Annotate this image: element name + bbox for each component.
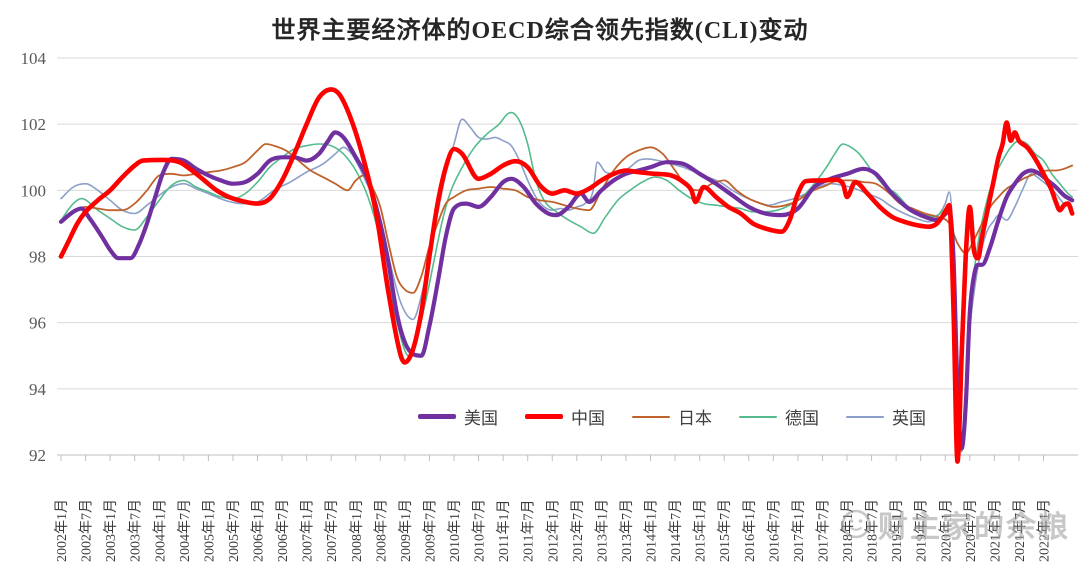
x-axis-label: 2009年7月 [422,499,438,562]
x-axis-label: 2003年7月 [128,499,144,562]
x-axis-label: 2022年1月 [1037,499,1053,562]
x-axis-label: 2020年1月 [938,499,954,562]
y-axis-label: 94 [29,380,47,399]
x-axis-label: 2010年7月 [472,499,488,562]
x-axis-label: 2002年7月 [79,499,95,562]
legend-item-uk: 英国 [846,404,926,429]
x-axis-label: 2011年1月 [496,500,512,562]
y-axis-label: 104 [21,49,47,68]
x-axis-label: 2019年1月 [889,499,905,562]
x-axis-label: 2017年1月 [791,499,807,562]
x-axis-label: 2013年7月 [619,499,635,562]
x-axis-label: 2021年1月 [987,499,1003,562]
x-axis-label: 2005年7月 [226,499,242,562]
x-axis-label: 2008年1月 [349,499,365,562]
x-axis-label: 2017年7月 [815,499,831,562]
legend-item-usa: 美国 [418,404,498,429]
x-axis-label: 2014年7月 [668,499,684,562]
x-axis-label: 2011年7月 [521,500,537,562]
series-line-china [58,87,1075,464]
x-axis-label: 2010年1月 [447,499,463,562]
x-axis-label: 2016年1月 [742,499,758,562]
x-axis-label: 2021年7月 [1012,499,1028,562]
x-axis-label: 2013年1月 [594,499,610,562]
x-axis-label: 2019年7月 [914,499,930,562]
x-axis-label: 2003年1月 [103,499,119,562]
series-line-usa [58,130,1075,451]
legend-swatch-uk [846,415,884,418]
x-axis-label: 2007年7月 [324,499,340,562]
y-axis-label: 92 [29,446,46,465]
x-axis-label: 2005年1月 [201,499,217,562]
y-axis-label: 100 [21,181,47,200]
x-axis-label: 2007年1月 [300,499,316,562]
legend-label-china: 中国 [571,409,605,428]
x-axis-label: 2006年7月 [275,499,291,562]
x-axis-label: 2015年1月 [693,499,709,562]
y-axis-label: 96 [29,314,46,333]
x-axis-label: 2012年1月 [545,499,561,562]
x-axis-label: 2020年7月 [963,499,979,562]
x-axis-label: 2012年7月 [570,499,586,562]
legend-item-japan: 日本 [632,404,712,429]
x-axis-label: 2015年7月 [717,499,733,562]
x-axis-label: 2004年1月 [152,499,168,562]
legend-item-germany: 德国 [739,404,819,429]
x-axis-label: 2018年1月 [840,499,856,562]
x-axis-label: 2004年7月 [177,499,193,562]
y-axis-label: 98 [29,248,46,267]
legend: 美国 中国 日本 德国 英国 [418,404,926,429]
legend-swatch-germany [739,415,777,418]
legend-swatch-usa [418,414,456,419]
legend-swatch-japan [632,415,670,418]
chart-title: 世界主要经济体的OECD综合领先指数(CLI)变动 [271,18,809,44]
x-axis-label: 2006年1月 [251,499,267,562]
x-axis-label: 2016年7月 [766,499,782,562]
legend-label-uk: 英国 [892,409,926,428]
y-axis-label: 102 [21,115,47,134]
series-line-germany [60,111,1073,453]
legend-label-usa: 美国 [464,409,498,428]
x-axis-label: 2018年7月 [865,499,881,562]
series-line-uk [60,118,1073,448]
x-axis-label: 2009年1月 [398,499,414,562]
legend-label-japan: 日本 [678,409,712,428]
x-axis-label: 2002年1月 [54,499,70,562]
legend-label-germany: 德国 [785,409,819,428]
legend-item-china: 中国 [525,404,605,429]
x-axis-label: 2008年7月 [373,499,389,562]
series-line-japan [60,143,1074,294]
x-axis-label: 2014年1月 [644,499,660,562]
legend-swatch-china [525,414,563,419]
